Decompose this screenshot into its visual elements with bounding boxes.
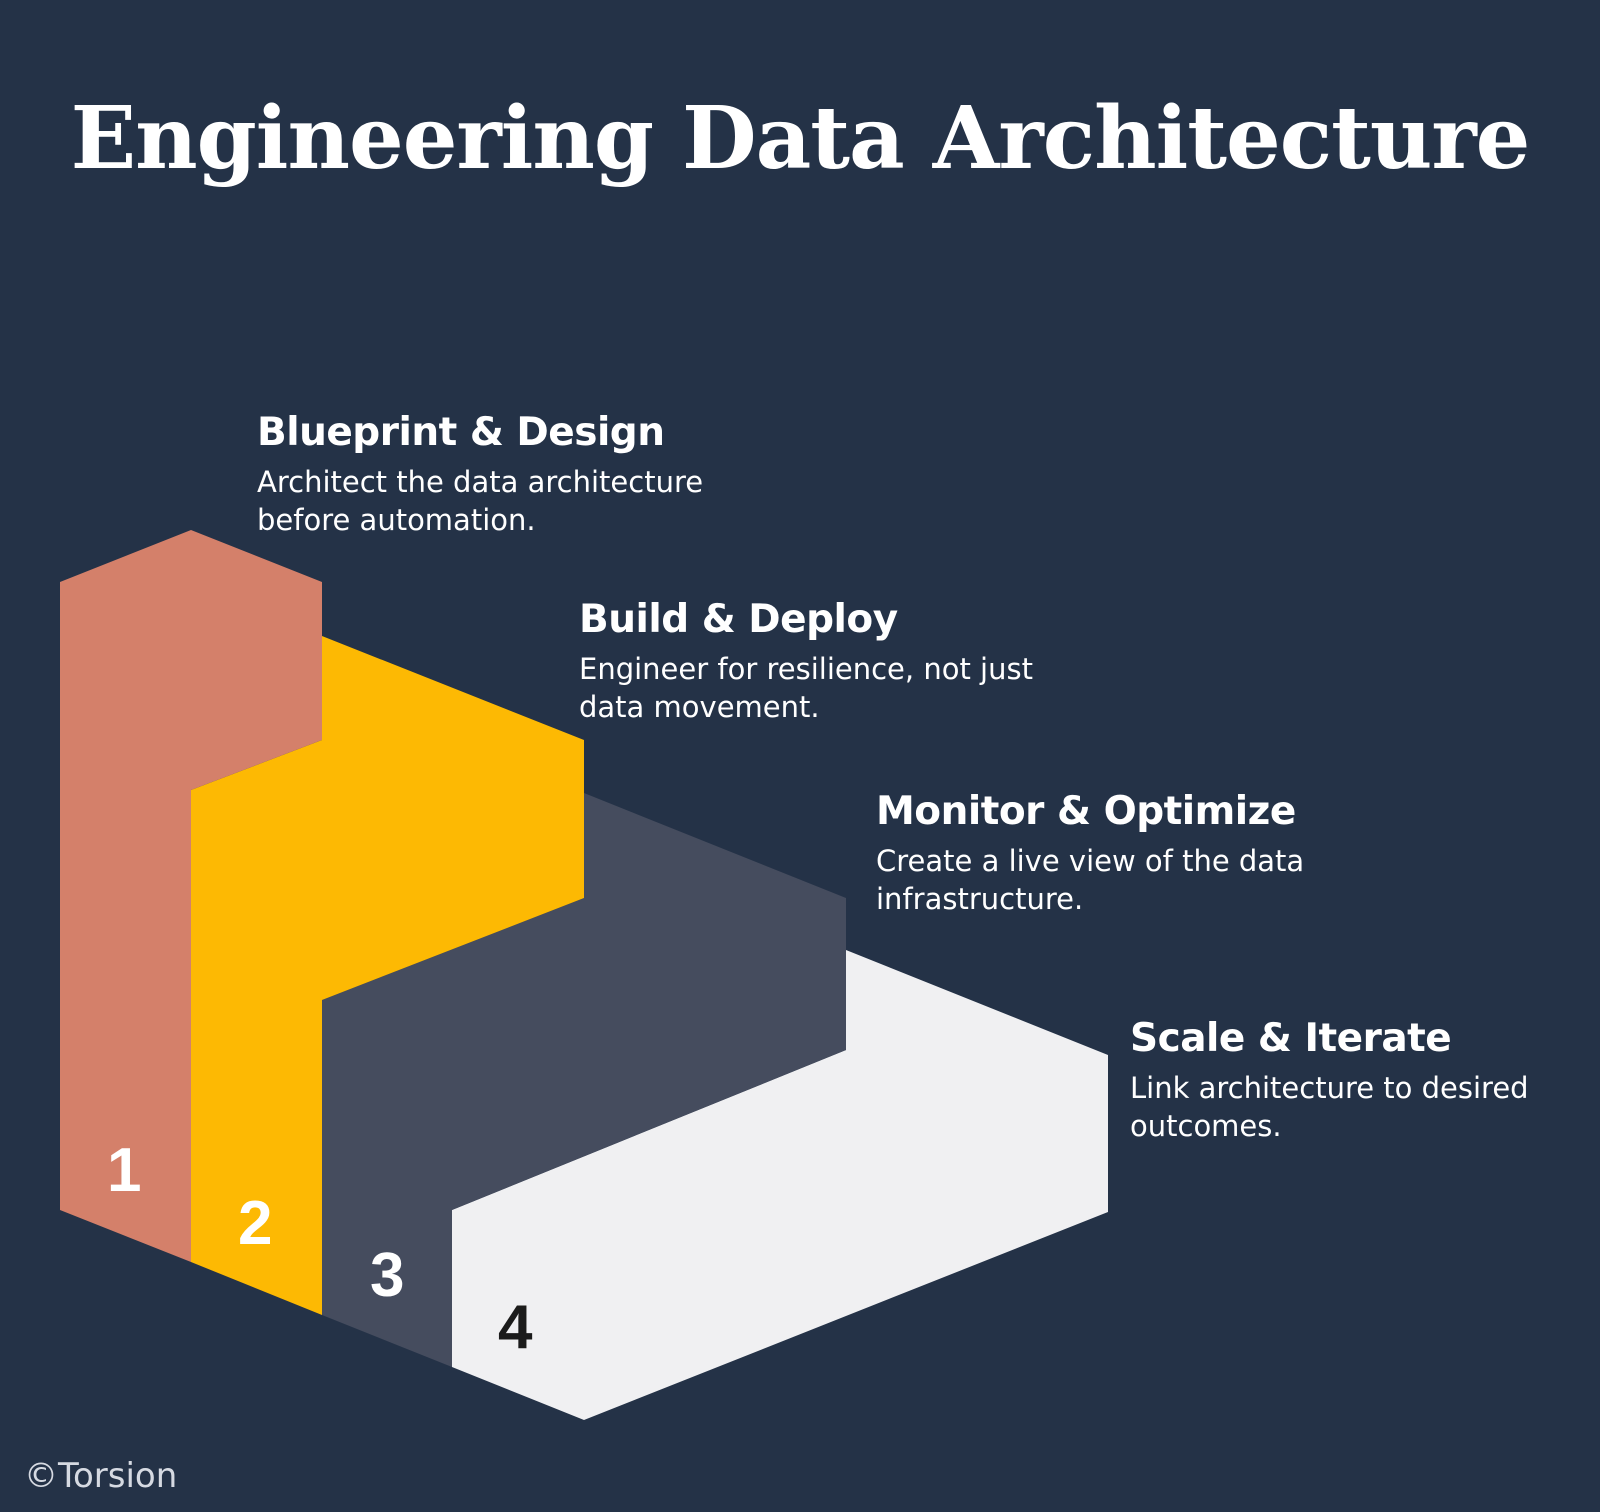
copyright-credit: ©Torsion (24, 1456, 178, 1496)
step-1-description: Architect the data architecture before a… (257, 464, 704, 537)
step-2-label: Build & Deploy Engineer for resilience, … (579, 597, 1059, 726)
step-4-number: 4 (498, 1293, 533, 1362)
step-2-heading: Build & Deploy (579, 597, 898, 642)
step-3-heading: Monitor & Optimize (876, 789, 1296, 834)
step-3-label: Monitor & Optimize Create a live view of… (876, 789, 1356, 918)
step-1-label: Blueprint & Design Architect the data ar… (257, 410, 737, 539)
step-2-description: Engineer for resilience, not just data m… (579, 651, 1033, 724)
step-4-heading: Scale & Iterate (1130, 1016, 1452, 1061)
step-4-description: Link architecture to desired outcomes. (1130, 1070, 1529, 1143)
page-title: Engineering Data Architecture (70, 88, 1531, 189)
step-4-block (452, 950, 1108, 1420)
step-3-block (322, 793, 846, 1367)
step-4-label: Scale & Iterate Link architecture to des… (1130, 1016, 1570, 1145)
step-2-block (191, 636, 584, 1315)
step-2-number: 2 (238, 1189, 273, 1258)
step-3-number: 3 (370, 1241, 405, 1310)
step-1-heading: Blueprint & Design (257, 410, 665, 455)
step-3-description: Create a live view of the data infrastru… (876, 843, 1305, 916)
step-1-block (60, 530, 322, 1262)
step-1-number: 1 (107, 1136, 142, 1205)
